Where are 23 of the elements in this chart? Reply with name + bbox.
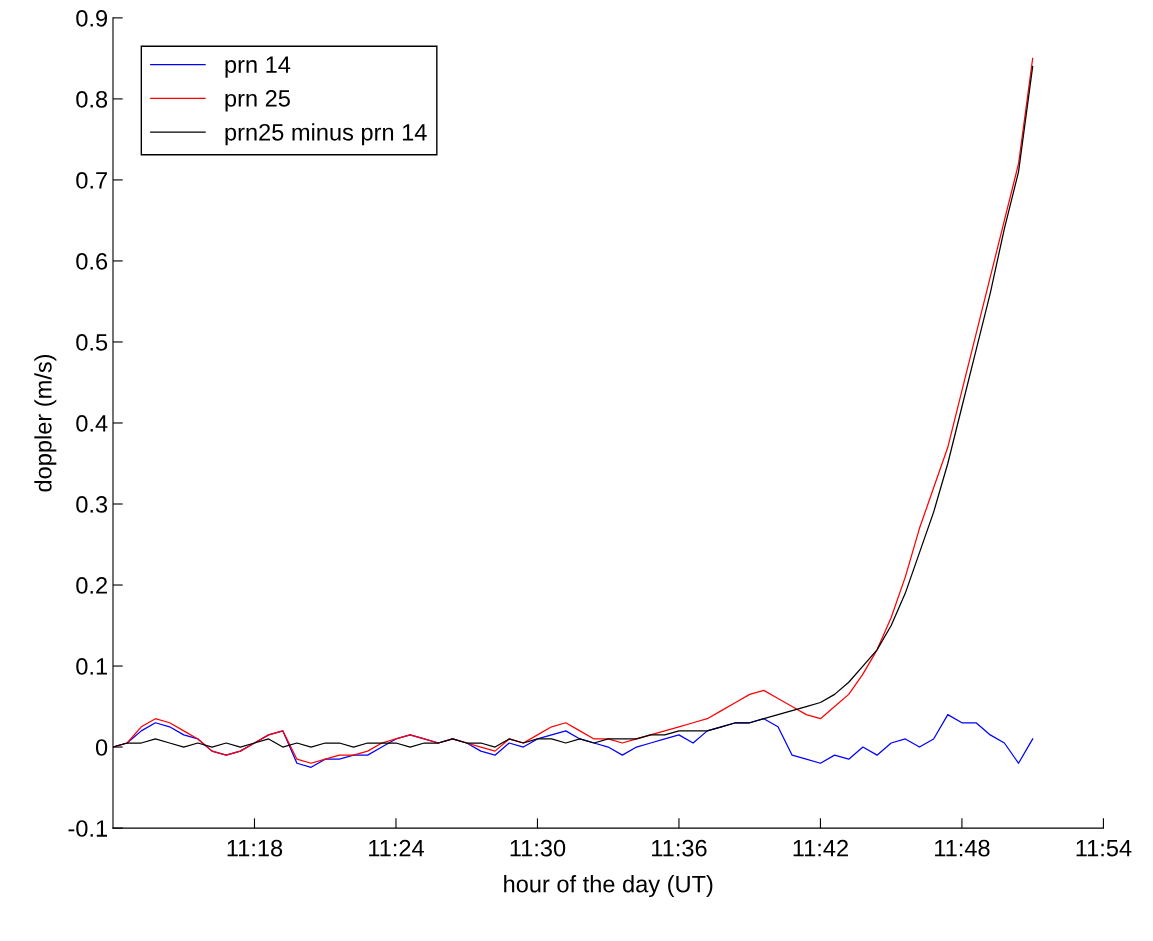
x-tick-label: 11:42 — [793, 839, 848, 857]
y-tick-label: 0.8 — [76, 90, 108, 108]
x-tick-label: 11:30 — [510, 839, 566, 857]
y-tick-label: 0.4 — [76, 415, 108, 432]
x-tick-label: 11:54 — [1076, 840, 1132, 857]
y-tick-label: 0.6 — [76, 253, 108, 270]
y-tick-label: -0.1 — [68, 820, 107, 837]
y-axis-title: doppler (m/s) — [34, 354, 57, 492]
y-tick-label: 0.7 — [76, 171, 107, 189]
x-tick-label: 11:24 — [369, 839, 424, 857]
y-tick-label: 0.9 — [76, 9, 108, 27]
y-tick-label: 0.3 — [76, 496, 108, 513]
y-tick-label: 0.5 — [76, 334, 108, 351]
y-tick-label: 0.2 — [76, 577, 107, 594]
y-tick-label: 0 — [95, 739, 108, 756]
x-tick-label: 11:18 — [227, 839, 283, 857]
y-tick-label: 0.1 — [76, 658, 107, 675]
x-tick-label: 11:36 — [652, 839, 707, 857]
legend-label: prn25 minus prn 14 — [225, 123, 427, 146]
legend-label: prn 14 — [225, 56, 291, 78]
x-axis-title: hour of the day (UT) — [504, 875, 713, 898]
legend-label: prn 25 — [225, 90, 290, 112]
x-tick-label: 11:48 — [935, 839, 990, 857]
